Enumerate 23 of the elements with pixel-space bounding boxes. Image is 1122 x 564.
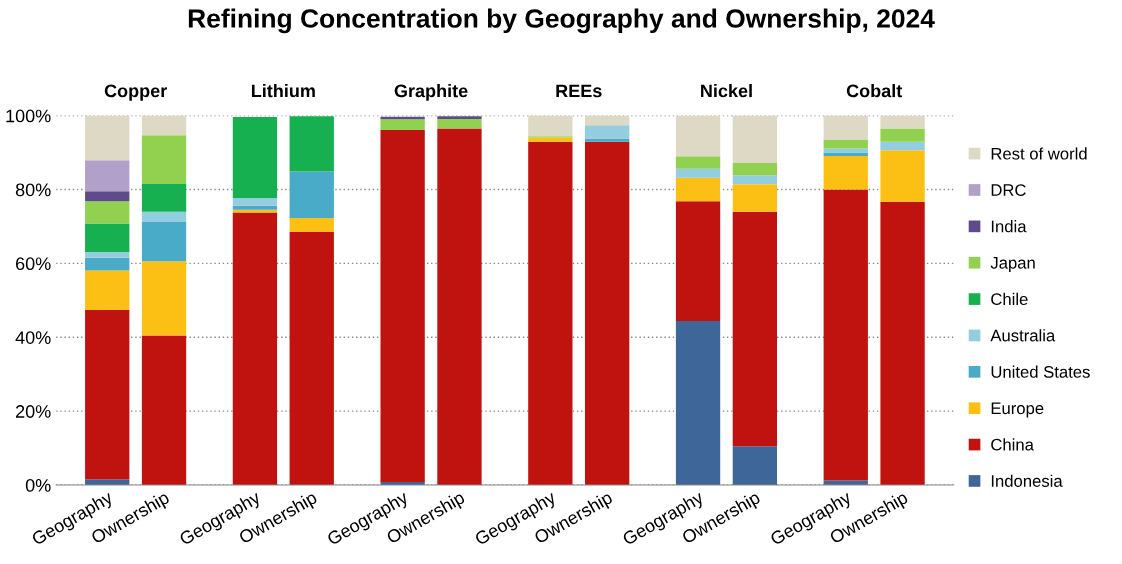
y-tick-label: 80% — [15, 183, 51, 197]
legend-label: Japan — [990, 257, 1035, 273]
legend-label: Indonesia — [991, 474, 1063, 487]
chart-title: Refining Concentration by Geography and Ownership, 2024 — [188, 8, 935, 34]
legend-label: Australia — [990, 329, 1056, 342]
y-tick-label: 60% — [16, 257, 51, 271]
y-tick-label: 20% — [16, 405, 51, 418]
text: Copper — [104, 84, 167, 101]
text: Nickel — [701, 84, 752, 98]
text: Cobalt — [846, 84, 903, 98]
y-tick-label: 0% — [25, 478, 51, 492]
legend-label: India — [991, 220, 1027, 233]
legend-label: DRC — [991, 184, 1026, 196]
legend-label: United States — [991, 365, 1090, 378]
legend-label: Chile — [991, 292, 1028, 306]
legend-label: China — [991, 438, 1034, 451]
y-tick-label: 100% — [6, 109, 51, 123]
y-tick-label: 40% — [15, 331, 51, 344]
text: Lithium — [251, 84, 315, 98]
legend-label: Rest of world — [991, 147, 1087, 160]
legend-label: Europe — [991, 402, 1044, 418]
text: REEs — [556, 84, 602, 98]
text: Graphite — [394, 84, 468, 101]
